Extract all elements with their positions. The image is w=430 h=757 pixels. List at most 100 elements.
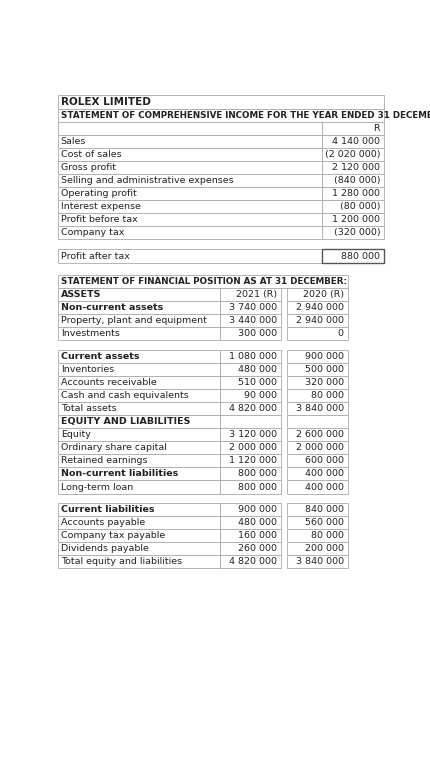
Text: 900 000: 900 000 xyxy=(237,505,276,514)
Bar xyxy=(286,516,347,529)
Text: EQUITY AND LIABILITIES: EQUITY AND LIABILITIES xyxy=(61,417,190,426)
Text: 2 940 000: 2 940 000 xyxy=(295,303,343,312)
Text: (2 020 000): (2 020 000) xyxy=(324,150,379,159)
Text: Long-term loan: Long-term loan xyxy=(61,482,133,491)
Text: 80 000: 80 000 xyxy=(310,531,343,540)
Text: 160 000: 160 000 xyxy=(237,531,276,540)
Bar xyxy=(220,314,280,327)
Text: 4 820 000: 4 820 000 xyxy=(228,404,276,413)
Bar xyxy=(58,122,321,135)
Bar xyxy=(58,441,220,454)
Text: 2021 (R): 2021 (R) xyxy=(235,290,276,299)
Bar xyxy=(220,555,280,569)
Bar xyxy=(58,402,220,415)
Text: Current liabilities: Current liabilities xyxy=(61,505,154,514)
Bar xyxy=(286,314,347,327)
Bar xyxy=(58,288,220,301)
Text: 800 000: 800 000 xyxy=(237,469,276,478)
Text: Profit after tax: Profit after tax xyxy=(61,251,129,260)
Text: STATEMENT OF FINANCIAL POSITION AS AT 31 DECEMBER:: STATEMENT OF FINANCIAL POSITION AS AT 31… xyxy=(61,277,346,286)
Text: 500 000: 500 000 xyxy=(304,365,343,374)
Text: ROLEX LIMITED: ROLEX LIMITED xyxy=(61,97,150,107)
Text: 1 120 000: 1 120 000 xyxy=(228,456,276,466)
Bar xyxy=(58,428,220,441)
Text: 4 140 000: 4 140 000 xyxy=(332,137,379,146)
Bar xyxy=(286,327,347,341)
Bar xyxy=(286,467,347,481)
Bar xyxy=(321,174,383,187)
Bar xyxy=(220,467,280,481)
Bar xyxy=(286,301,347,314)
Text: (80 000): (80 000) xyxy=(339,202,379,211)
Bar xyxy=(58,481,220,494)
Bar xyxy=(220,327,280,341)
Text: 320 000: 320 000 xyxy=(304,378,343,387)
Bar xyxy=(286,529,347,542)
Bar xyxy=(58,363,220,375)
Bar xyxy=(58,249,321,263)
Bar xyxy=(286,389,347,402)
Bar xyxy=(220,503,280,516)
Text: 3 120 000: 3 120 000 xyxy=(228,430,276,439)
Bar xyxy=(58,213,321,226)
Text: Cash and cash equivalents: Cash and cash equivalents xyxy=(61,391,188,400)
Text: 2 000 000: 2 000 000 xyxy=(228,444,276,452)
Text: Profit before tax: Profit before tax xyxy=(61,215,137,224)
Text: Accounts receivable: Accounts receivable xyxy=(61,378,156,387)
Bar xyxy=(220,363,280,375)
Text: Retained earnings: Retained earnings xyxy=(61,456,147,466)
Bar xyxy=(58,454,220,467)
Text: Operating profit: Operating profit xyxy=(61,189,136,198)
Text: Gross profit: Gross profit xyxy=(61,163,116,172)
Bar xyxy=(321,200,383,213)
Text: Selling and administrative expenses: Selling and administrative expenses xyxy=(61,176,233,185)
Text: 1 280 000: 1 280 000 xyxy=(332,189,379,198)
Bar xyxy=(58,555,220,569)
Bar xyxy=(321,249,383,263)
Bar xyxy=(58,389,220,402)
Bar xyxy=(58,187,321,200)
Text: Total equity and liabilities: Total equity and liabilities xyxy=(61,557,181,566)
Bar xyxy=(220,350,280,363)
Bar xyxy=(286,375,347,389)
Bar xyxy=(58,542,220,555)
Text: 840 000: 840 000 xyxy=(304,505,343,514)
Text: Cost of sales: Cost of sales xyxy=(61,150,121,159)
Text: Company tax: Company tax xyxy=(61,229,124,238)
Bar xyxy=(58,375,220,389)
Bar xyxy=(286,350,347,363)
Text: 1 080 000: 1 080 000 xyxy=(228,351,276,360)
Bar xyxy=(286,363,347,375)
Bar xyxy=(220,441,280,454)
Text: 3 740 000: 3 740 000 xyxy=(228,303,276,312)
Bar xyxy=(220,375,280,389)
Text: 2 120 000: 2 120 000 xyxy=(332,163,379,172)
Text: 0: 0 xyxy=(337,329,343,338)
Text: 2020 (R): 2020 (R) xyxy=(302,290,343,299)
Bar xyxy=(58,503,220,516)
Bar xyxy=(286,454,347,467)
Bar xyxy=(58,467,220,481)
Bar xyxy=(220,428,280,441)
Text: Sales: Sales xyxy=(61,137,86,146)
Bar xyxy=(220,454,280,467)
Text: 1 200 000: 1 200 000 xyxy=(332,215,379,224)
Text: STATEMENT OF COMPREHENSIVE INCOME FOR THE YEAR ENDED 31 DECEMBER 2021: STATEMENT OF COMPREHENSIVE INCOME FOR TH… xyxy=(61,111,430,120)
Text: 200 000: 200 000 xyxy=(304,544,343,553)
Bar xyxy=(58,350,220,363)
Text: 400 000: 400 000 xyxy=(304,469,343,478)
Bar xyxy=(58,148,321,161)
Text: 900 000: 900 000 xyxy=(304,351,343,360)
Bar xyxy=(220,301,280,314)
Bar xyxy=(58,200,321,213)
Text: 260 000: 260 000 xyxy=(237,544,276,553)
Bar xyxy=(321,161,383,174)
Text: 510 000: 510 000 xyxy=(237,378,276,387)
Bar xyxy=(220,389,280,402)
Bar xyxy=(220,481,280,494)
Text: R: R xyxy=(373,123,379,132)
Text: 4 820 000: 4 820 000 xyxy=(228,557,276,566)
Text: 300 000: 300 000 xyxy=(237,329,276,338)
Text: Dividends payable: Dividends payable xyxy=(61,544,148,553)
Bar xyxy=(286,288,347,301)
